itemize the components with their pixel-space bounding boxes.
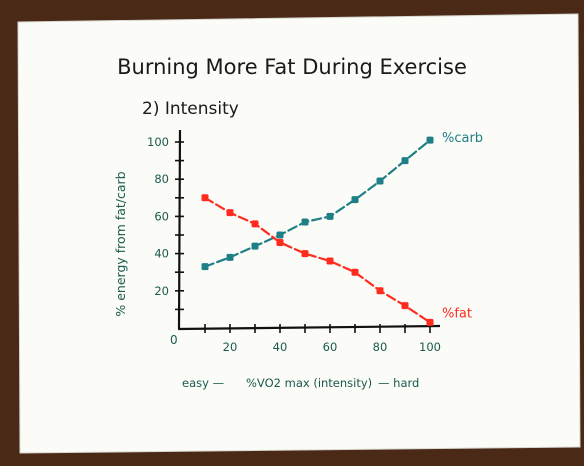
- series-line-carb: [203, 139, 432, 268]
- data-point-carb: [351, 196, 359, 204]
- origin-label: 0: [170, 333, 178, 347]
- x-axis-label-easy: easy —: [182, 376, 224, 390]
- y-tick-label: 100: [147, 135, 169, 149]
- x-axis-line: [177, 324, 441, 331]
- x-tick-label: 20: [223, 340, 238, 354]
- y-tick-label: 40: [154, 247, 169, 261]
- x-axis-label-hard: — hard: [378, 376, 419, 390]
- paper-edge: [17, 13, 581, 454]
- data-point-fat: [426, 318, 434, 326]
- x-axis-label: %VO2 max (intensity): [246, 376, 372, 390]
- y-tick-label: 20: [154, 284, 169, 298]
- tick-marks: [175, 141, 431, 333]
- data-point-fat: [251, 220, 259, 228]
- data-point-carb: [251, 242, 259, 250]
- series-line-fat: [203, 196, 432, 324]
- data-point-carb: [301, 218, 309, 226]
- series-label-carb: %carb: [442, 131, 483, 146]
- data-point-carb: [426, 136, 434, 144]
- data-point-fat: [401, 302, 409, 310]
- series-carb: [201, 136, 434, 271]
- data-point-carb: [376, 177, 384, 185]
- series-label-fat: %fat: [442, 306, 472, 321]
- series-fat: [201, 194, 434, 326]
- x-tick-label: 60: [323, 340, 338, 354]
- x-tick-label: 80: [373, 340, 388, 354]
- chart-subtitle: 2) Intensity: [142, 99, 239, 119]
- data-point-fat: [226, 209, 234, 217]
- data-point-carb: [326, 212, 334, 220]
- series-layer: [201, 136, 434, 326]
- y-tick-label: 80: [154, 172, 169, 186]
- y-axis-label: % energy from fat/carb: [113, 171, 128, 316]
- tick-labels: 20 40 60 80 100 20 40 60 80 100: [147, 135, 441, 354]
- chart-title: Burning More Fat During Exercise: [117, 55, 467, 79]
- data-point-carb: [226, 253, 234, 261]
- data-point-fat: [326, 257, 334, 265]
- series-labels: %carb %fat: [442, 131, 483, 321]
- data-point-fat: [201, 194, 209, 202]
- y-axis-line: [177, 129, 182, 330]
- data-point-fat: [351, 268, 359, 276]
- data-point-carb: [401, 157, 409, 165]
- data-point-fat: [276, 238, 284, 246]
- y-tick-label: 60: [154, 209, 169, 223]
- data-point-fat: [301, 250, 309, 258]
- data-point-carb: [276, 231, 284, 239]
- data-point-fat: [376, 287, 384, 295]
- paper-sheet: [18, 14, 580, 453]
- x-tick-label: 40: [273, 340, 288, 354]
- x-tick-label: 100: [419, 340, 441, 354]
- data-point-carb: [201, 263, 209, 271]
